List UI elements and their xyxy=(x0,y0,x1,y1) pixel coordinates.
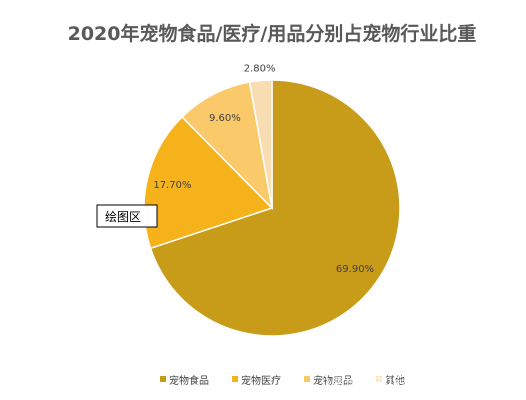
pie-slice-4 xyxy=(248,79,273,209)
watermark-logo-icon xyxy=(311,373,329,391)
pie-slice-3 xyxy=(180,81,274,211)
pie-slice-1 xyxy=(149,79,401,337)
plot-area-tooltip: 绘图区 xyxy=(96,204,158,228)
pie-chart xyxy=(143,79,401,337)
chart-title: 2020年宠物食品/医疗/用品分别占宠物行业比重 xyxy=(68,22,477,45)
legend-label-2: 宠物医疗 xyxy=(241,374,281,387)
legend-swatch-1 xyxy=(160,376,166,382)
watermark: 雪球：建0后-荣记精排包 xyxy=(311,373,475,391)
watermark-text: 雪球：建0后-荣记精排包 xyxy=(332,376,475,391)
chart-legend: 宠物食品 宠物医疗 宠物用品 其他 xyxy=(160,374,405,387)
legend-swatch-2 xyxy=(232,376,238,382)
legend-swatch-3 xyxy=(304,376,310,382)
slice-label-1: 69.90% xyxy=(336,264,374,275)
slice-label-3: 9.60% xyxy=(209,113,241,124)
slice-label-2: 17.70% xyxy=(153,180,191,191)
legend-label-1: 宠物食品 xyxy=(169,374,209,387)
tooltip-box xyxy=(96,204,158,228)
legend-swatch-4 xyxy=(376,376,382,382)
legend-label-4: 其他 xyxy=(385,374,405,387)
slice-label-4: 2.80% xyxy=(244,64,276,75)
legend-label-3: 宠物用品 xyxy=(313,374,353,387)
tooltip-label: 绘图区 xyxy=(105,209,141,224)
slice-labels: 69.90% 17.70% 9.60% 2.80% xyxy=(153,64,374,275)
pie-slice-2 xyxy=(143,115,274,250)
